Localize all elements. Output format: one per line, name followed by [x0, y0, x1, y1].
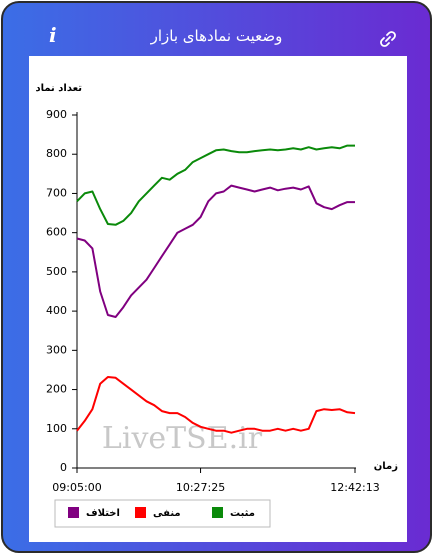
- header-title: وضعیت نمادهای بازار: [150, 27, 283, 45]
- y-tick-label: 200: [46, 383, 67, 396]
- legend-label: مثبت: [230, 508, 255, 519]
- chart-panel: [29, 56, 407, 542]
- y-tick-label: 800: [46, 147, 67, 160]
- legend-swatch: [212, 507, 223, 518]
- legend-label: اختلاف: [86, 508, 120, 519]
- y-tick-label: 300: [46, 343, 67, 356]
- x-tick-label: 10:27:25: [176, 481, 225, 494]
- x-axis-label: زمان: [374, 461, 398, 472]
- y-tick-label: 700: [46, 186, 67, 199]
- legend-swatch: [68, 507, 79, 518]
- y-tick-label: 100: [46, 422, 67, 435]
- legend-label: منفی: [153, 508, 181, 519]
- legend-swatch: [135, 507, 146, 518]
- series-line: [76, 376, 356, 434]
- y-tick-label: 0: [60, 461, 67, 474]
- legend: [54, 499, 271, 528]
- x-tick-label: 09:05:00: [52, 481, 101, 494]
- y-tick-label: 900: [46, 108, 67, 121]
- link-icon[interactable]: [380, 31, 396, 47]
- x-tick-label: 12:42:13: [330, 481, 379, 494]
- y-tick-label: 400: [46, 304, 67, 317]
- y-tick-label: 600: [46, 226, 67, 239]
- y-axis-label: تعداد نماد: [35, 83, 82, 94]
- watermark: LiveTSE.ir: [102, 421, 263, 456]
- info-icon[interactable]: i: [49, 23, 57, 47]
- series-line: [76, 184, 355, 318]
- y-tick-label: 500: [46, 265, 67, 278]
- series-line: [76, 144, 355, 226]
